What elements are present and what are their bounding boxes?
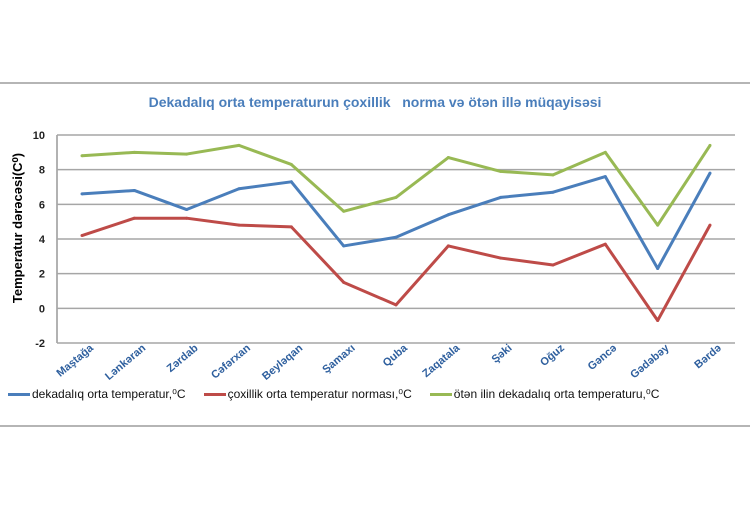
data-point [185, 208, 189, 212]
data-point [185, 152, 189, 156]
data-point [80, 154, 84, 158]
data-point [394, 195, 398, 199]
data-point [499, 195, 503, 199]
legend-label: dekadalıq orta temperatur,⁰C [32, 387, 186, 401]
data-point [656, 223, 660, 227]
y-tick-label: -2 [35, 338, 45, 350]
legend-label: çoxillik orta temperatur norması,⁰C [227, 387, 412, 401]
series-line [81, 143, 712, 227]
data-point [132, 188, 136, 192]
data-point [446, 213, 450, 217]
data-point [394, 303, 398, 307]
legend-item: ötən ilin dekadalıq orta temperaturu,⁰C [429, 387, 660, 401]
legend-label: ötən ilin dekadalıq orta temperaturu,⁰C [453, 387, 660, 401]
data-point [342, 280, 346, 284]
bottom-border [0, 425, 750, 427]
data-point [551, 263, 555, 267]
data-point [289, 225, 293, 229]
legend-swatch [203, 392, 226, 396]
data-point [656, 318, 660, 322]
data-point [237, 143, 241, 147]
x-tick-label: Şamaxı [320, 342, 357, 376]
data-point [708, 223, 712, 227]
data-point [656, 266, 660, 270]
y-tick-label: 8 [39, 165, 45, 177]
data-point [80, 234, 84, 238]
data-point [237, 187, 241, 191]
data-point [132, 216, 136, 220]
x-tick-label: Oğuz [538, 342, 567, 369]
x-tick-label: Cəfərxan [209, 342, 253, 382]
data-point [394, 235, 398, 239]
data-point [499, 169, 503, 173]
x-tick-label: Maştağa [54, 342, 96, 380]
data-point [603, 175, 607, 179]
data-point [499, 256, 503, 260]
data-point [132, 150, 136, 154]
data-point [708, 143, 712, 147]
legend-item: dekadalıq orta temperatur,⁰C [8, 387, 186, 401]
data-point [708, 171, 712, 175]
data-point [80, 192, 84, 196]
chart-title: Dekadalıq orta temperaturun çoxillik nor… [148, 94, 602, 110]
x-tick-label: Şəki [490, 342, 515, 366]
x-tick-label: Gəncə [586, 342, 619, 373]
x-tick-label: Beyləqan [260, 342, 305, 383]
x-tick-label: Bərdə [692, 342, 724, 371]
data-point [446, 244, 450, 248]
x-tick-label: Zaqatala [420, 342, 463, 380]
data-point [237, 223, 241, 227]
data-point [603, 150, 607, 154]
data-point [342, 209, 346, 213]
legend: dekadalıq orta temperatur,⁰C çoxillik or… [8, 387, 659, 401]
y-tick-label: 0 [39, 303, 45, 315]
data-point [551, 190, 555, 194]
x-tick-label: Gədəbəy [628, 342, 672, 382]
y-tick-label: 10 [33, 130, 45, 142]
x-tick-label: Zərdab [165, 342, 201, 375]
data-point [185, 216, 189, 220]
legend-item: çoxillik orta temperatur norması,⁰C [203, 387, 412, 401]
data-point [603, 242, 607, 246]
y-tick-label: 4 [39, 234, 46, 246]
series-line [81, 172, 712, 270]
x-tick-label: Lənkəran [103, 342, 148, 383]
data-point [289, 162, 293, 166]
y-tick-label: 6 [39, 199, 45, 211]
x-tick-label: Quba [381, 342, 411, 370]
line-chart: -2 0 2 4 6 8 10 Maştağa Lənkəran Zərdab Cəfərxan Be… [33, 130, 735, 383]
data-point [446, 156, 450, 160]
top-border [0, 82, 750, 84]
legend-swatch [8, 392, 30, 396]
data-point [551, 173, 555, 177]
data-point [289, 180, 293, 184]
data-point [342, 244, 346, 248]
legend-swatch [429, 392, 452, 396]
y-tick-label: 2 [39, 269, 45, 281]
